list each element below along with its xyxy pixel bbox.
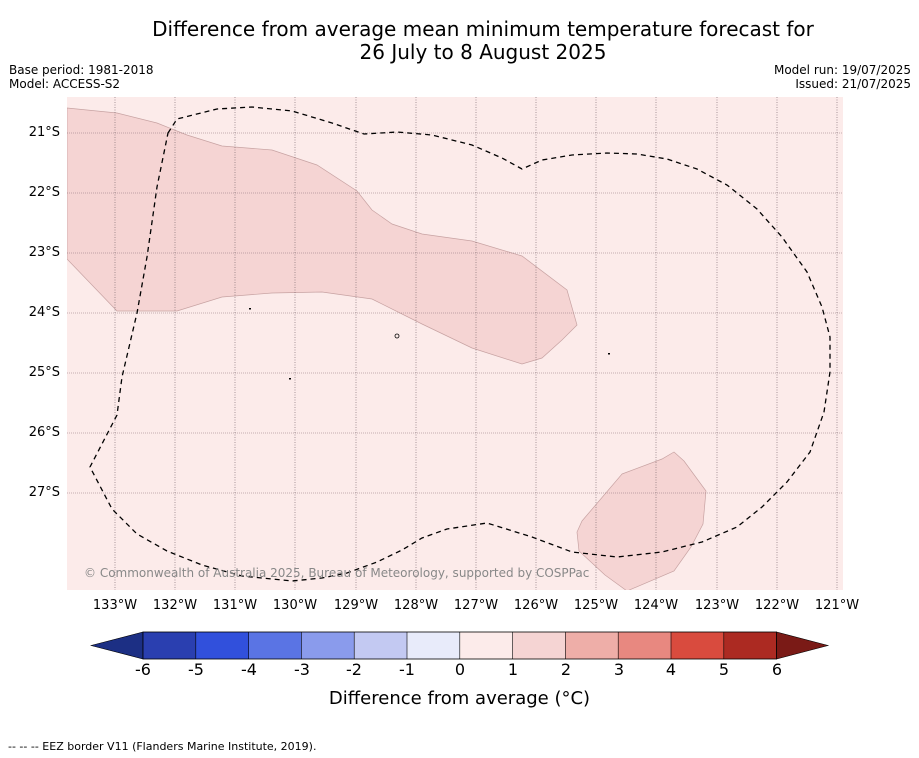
colorbar-segment: [354, 632, 408, 659]
colorbar-tick: -6: [135, 660, 151, 679]
lon-label: 133°W: [92, 598, 138, 613]
lat-label: 24°S: [28, 305, 60, 320]
model-name: Model: ACCESS-S2: [9, 77, 121, 91]
anomaly-region-southeast: [576, 451, 707, 590]
colorbar-svg: [89, 631, 830, 660]
colorbar-tick: 5: [718, 660, 730, 679]
island-marker: [249, 308, 251, 310]
colorbar-segment: [301, 632, 355, 659]
colorbar-segment: [565, 632, 619, 659]
issued-date: Issued: 21/07/2025: [795, 77, 911, 91]
colorbar: [89, 630, 830, 666]
anomaly-region-north: [67, 107, 578, 365]
lat-label: 21°S: [28, 125, 60, 140]
island-markers: [249, 308, 610, 380]
island-marker: [608, 353, 610, 355]
copyright-notice: © Commonwealth of Australia 2025, Bureau…: [84, 566, 590, 580]
colorbar-tick: 6: [771, 660, 783, 679]
lat-label: 23°S: [28, 245, 60, 260]
lon-label: 125°W: [573, 598, 619, 613]
colorbar-segment: [407, 632, 461, 659]
title-line-1: Difference from average mean minimum tem…: [152, 17, 814, 41]
lat-label: 27°S: [28, 485, 60, 500]
latitude-gridlines: [67, 132, 843, 494]
lon-label: 131°W: [212, 598, 258, 613]
meta-right: Model run: 19/07/2025 Issued: 21/07/2025: [774, 63, 911, 91]
colorbar-tick: 0: [454, 660, 466, 679]
island-marker: [394, 333, 400, 339]
island-marker: [289, 378, 291, 380]
colorbar-label: Difference from average (°C): [328, 688, 591, 709]
lat-label: 25°S: [28, 365, 60, 380]
lon-label: 129°W: [333, 598, 379, 613]
colorbar-tick: 1: [507, 660, 519, 679]
lon-label: 124°W: [633, 598, 679, 613]
longitude-gridlines: [114, 97, 838, 590]
colorbar-tick: -2: [346, 660, 362, 679]
colorbar-segment: [195, 632, 250, 659]
colorbar-segment: [512, 632, 566, 659]
title-line-2: 26 July to 8 August 2025: [359, 40, 607, 64]
colorbar-extend-high: [776, 631, 830, 660]
lat-label: 22°S: [28, 185, 60, 200]
colorbar-tick: 3: [613, 660, 625, 679]
colorbar-tick: -5: [188, 660, 204, 679]
lon-label: 123°W: [694, 598, 740, 613]
colorbar-tick: 4: [665, 660, 677, 679]
lon-label: 128°W: [393, 598, 439, 613]
eez-legend-note: -- -- -- EEZ border V11 (Flanders Marine…: [8, 740, 317, 753]
map-panel: [67, 97, 843, 590]
colorbar-segment: [248, 632, 302, 659]
lat-label: 26°S: [28, 425, 60, 440]
colorbar-segment: [723, 632, 778, 659]
lon-label: 130°W: [272, 598, 318, 613]
eez-border: [89, 106, 831, 582]
model-run: Model run: 19/07/2025: [773, 63, 911, 77]
colorbar-tick: -1: [399, 660, 415, 679]
colorbar-tick: -4: [241, 660, 257, 679]
lon-label: 132°W: [152, 598, 198, 613]
colorbar-segment: [671, 632, 725, 659]
base-period: Base period: 1981-2018: [9, 63, 154, 77]
map-canvas: [67, 97, 843, 590]
colorbar-tick: -3: [294, 660, 310, 679]
chart-title: Difference from average mean minimum tem…: [0, 18, 919, 64]
lon-label: 122°W: [754, 598, 800, 613]
colorbar-segment: [459, 632, 514, 659]
colorbar-tick: 2: [560, 660, 572, 679]
colorbar-extend-low: [89, 631, 144, 660]
colorbar-segment: [143, 632, 197, 659]
meta-left: Base period: 1981-2018 Model: ACCESS-S2: [9, 63, 154, 91]
lon-label: 126°W: [513, 598, 559, 613]
lon-label: 127°W: [453, 598, 499, 613]
colorbar-segment: [618, 632, 672, 659]
lon-label: 121°W: [814, 598, 860, 613]
